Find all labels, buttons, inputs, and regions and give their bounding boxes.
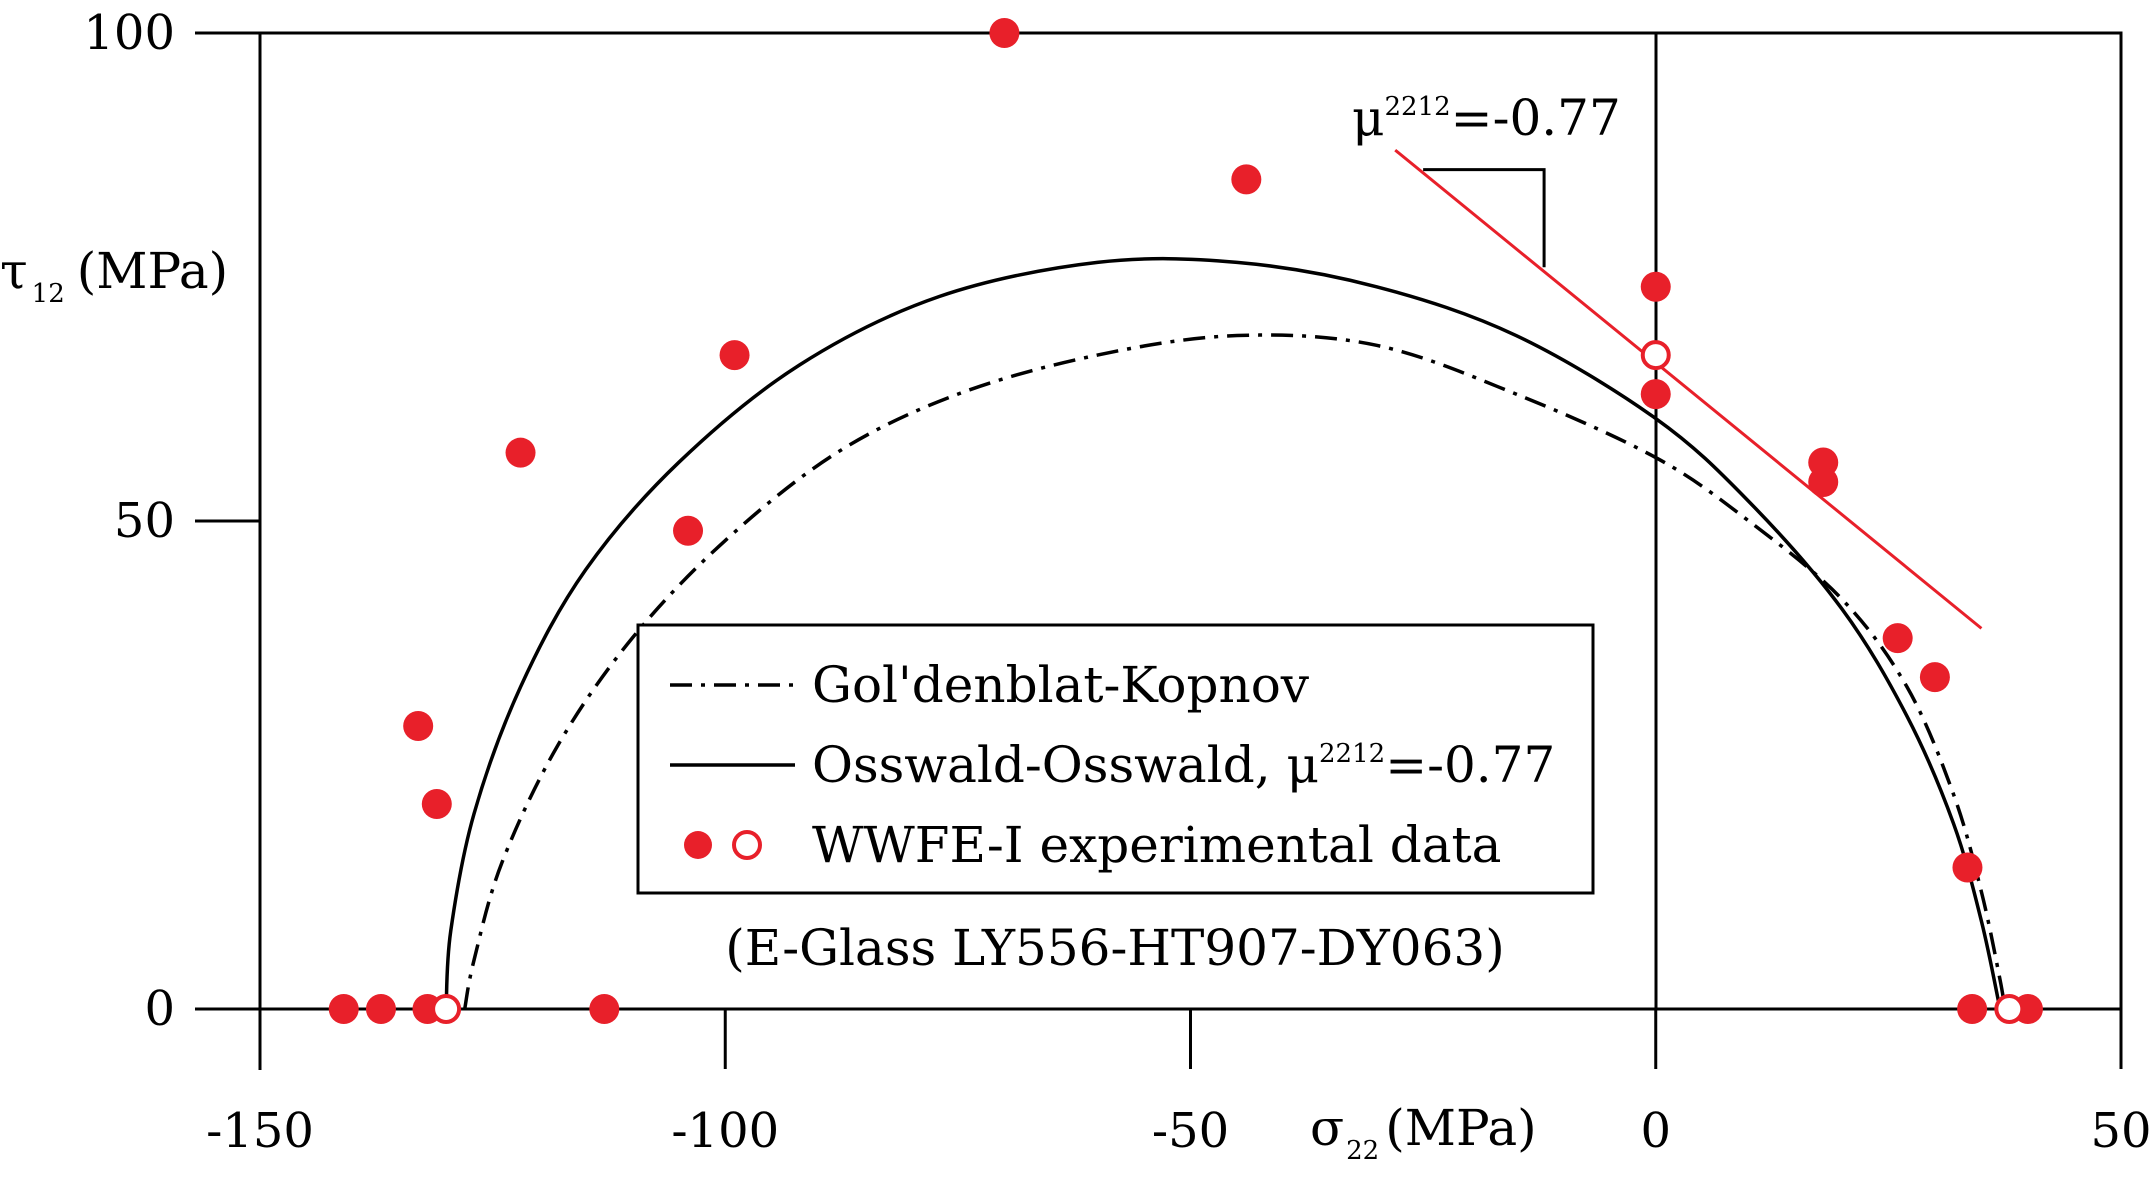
x-tick-label-3: 0 [1640, 1103, 1671, 1159]
x-tick-label-4: 50 [2090, 1103, 2149, 1159]
slope-line [1394, 148, 1983, 630]
data-point-filled-11 [989, 18, 1020, 48]
slope-label: μ2212=-0.77 [1352, 89, 1621, 147]
data-point-filled-14 [1640, 379, 1671, 410]
slope-triangle [1423, 168, 1546, 268]
data-point-filled-10 [719, 340, 750, 371]
data-point-filled-4 [1957, 994, 1988, 1024]
data-point-filled-13 [1640, 271, 1671, 302]
data-point-filled-7 [421, 789, 452, 820]
data-points [328, 18, 2043, 1024]
ticks: -150 -100 -50 0 50 0 50 100 [83, 5, 2149, 1159]
data-point-filled-9 [673, 515, 704, 546]
series-goldenblat-kopnov-line [462, 333, 2007, 1010]
x-tick-label-1: -100 [671, 1103, 779, 1159]
data-point-filled-16 [1808, 466, 1839, 497]
data-point-filled-8 [505, 437, 536, 468]
y-axis-label: τ 12 (MPa) [0, 242, 228, 309]
material-annotation: (E-Glass LY556-HT907-DY063) [725, 919, 1504, 977]
y-tick-label-0: 0 [144, 981, 175, 1037]
data-point-open-2 [1994, 994, 2025, 1024]
data-point-filled-0 [328, 994, 359, 1024]
legend-label-data: WWFE-I experimental data [812, 816, 1501, 874]
data-point-filled-19 [1952, 852, 1983, 883]
series-osswald-line [444, 256, 2002, 1010]
legend: Gol'denblat-Kopnov Osswald-Osswald, μ221… [636, 623, 1595, 895]
data-point-filled-6 [403, 710, 434, 741]
x-tick-label-0: -150 [206, 1103, 314, 1159]
y-tick-label-2: 100 [83, 5, 175, 61]
y-tick-label-1: 50 [114, 493, 175, 549]
data-point-filled-1 [365, 994, 396, 1024]
data-point-open-0 [431, 994, 462, 1024]
x-tick-label-2: -50 [1152, 1103, 1229, 1159]
data-point-filled-12 [1231, 164, 1262, 195]
data-point-filled-18 [1919, 662, 1950, 693]
legend-box [636, 623, 1595, 895]
data-point-filled-17 [1882, 623, 1913, 654]
curves [444, 256, 2007, 1010]
data-point-filled-3 [589, 994, 620, 1024]
x-axis-label: σ22 (MPa) [1310, 1099, 1537, 1166]
legend-label-osswald: Osswald-Osswald, μ2212=-0.77 [812, 736, 1555, 794]
legend-label-goldenblat: Gol'denblat-Kopnov [812, 656, 1310, 714]
data-point-open-1 [1640, 340, 1671, 371]
legend-marker-open [732, 830, 762, 860]
legend-marker-filled [684, 831, 712, 859]
slope-annotation [1394, 148, 1983, 630]
